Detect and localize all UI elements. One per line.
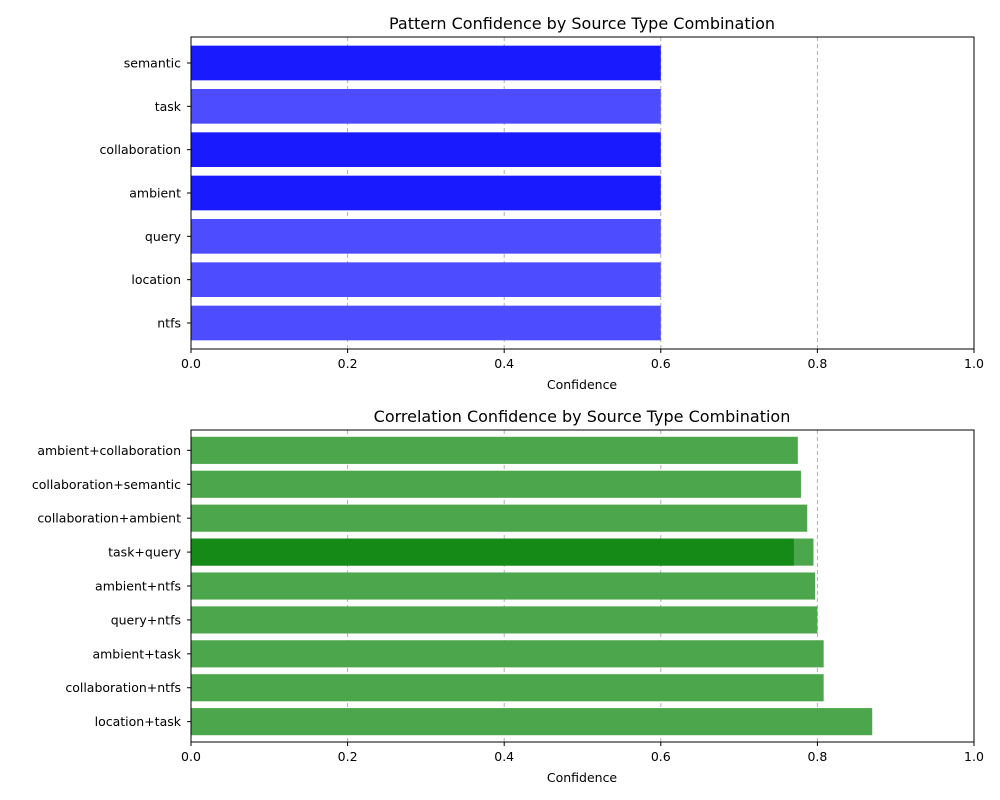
correlation-confidence-chart: Correlation Confidence by Source Type Co…: [32, 407, 984, 785]
bar: [191, 305, 661, 341]
y-ticks: semantic task collaboration ambient query loc…: [100, 56, 191, 331]
x-tick-label: 0.8: [807, 356, 827, 371]
x-tick-label: 1.0: [964, 749, 984, 764]
bar: [191, 175, 661, 211]
bar: [191, 504, 808, 532]
x-tick-label: 0.6: [651, 356, 671, 371]
x-ticks: 0.0 0.2 0.4 0.6 0.8 1.0: [181, 349, 984, 371]
x-tick-label: 0.2: [338, 356, 358, 371]
y-tick-label: task: [155, 99, 182, 114]
y-tick-label: collaboration+ambient: [37, 511, 181, 526]
x-tick-label: 0.4: [494, 356, 514, 371]
y-tick-label: location+task: [95, 714, 182, 729]
bar: [191, 45, 661, 81]
bars: [191, 436, 873, 736]
bar: [191, 674, 824, 702]
bar: [191, 132, 661, 167]
x-tick-label: 1.0: [964, 356, 984, 371]
x-axis-label: Confidence: [547, 377, 618, 392]
y-ticks: ambient+collaboration collaboration+seman…: [32, 443, 191, 729]
y-tick-label: ambient+ntfs: [95, 579, 181, 594]
bar: [191, 262, 661, 297]
bar: [191, 640, 824, 668]
x-tick-label: 0.2: [338, 749, 358, 764]
x-tick-label: 0.6: [651, 749, 671, 764]
y-tick-label: collaboration+semantic: [32, 477, 181, 492]
x-tick-label: 0.8: [807, 749, 827, 764]
bar: [191, 606, 818, 634]
bars: [191, 45, 661, 341]
y-tick-label: ambient+collaboration: [37, 443, 181, 458]
y-tick-label: collaboration+ntfs: [65, 680, 181, 695]
x-ticks: 0.0 0.2 0.4 0.6 0.8 1.0: [181, 742, 984, 764]
y-tick-label: ambient+task: [92, 646, 181, 661]
y-tick-label: location: [131, 272, 181, 287]
x-tick-label: 0.0: [181, 356, 201, 371]
y-tick-label: query+ntfs: [111, 612, 181, 627]
chart-title: Pattern Confidence by Source Type Combin…: [389, 14, 775, 33]
bar-overlay: [191, 538, 794, 566]
bar: [191, 436, 798, 464]
y-tick-label: semantic: [124, 56, 181, 71]
pattern-confidence-chart: Pattern Confidence by Source Type Combin…: [100, 14, 984, 392]
y-tick-label: collaboration: [100, 142, 181, 157]
bar: [191, 572, 816, 600]
bar: [191, 219, 661, 254]
bar: [191, 708, 873, 736]
x-tick-label: 0.0: [181, 749, 201, 764]
y-tick-label: ntfs: [157, 316, 181, 331]
y-tick-label: query: [145, 229, 182, 244]
chart-title: Correlation Confidence by Source Type Co…: [374, 407, 791, 426]
x-axis-label: Confidence: [547, 770, 618, 785]
y-tick-label: task+query: [108, 545, 181, 560]
y-tick-label: ambient: [129, 186, 181, 201]
bar: [191, 470, 801, 498]
x-tick-label: 0.4: [494, 749, 514, 764]
bar: [191, 89, 661, 124]
